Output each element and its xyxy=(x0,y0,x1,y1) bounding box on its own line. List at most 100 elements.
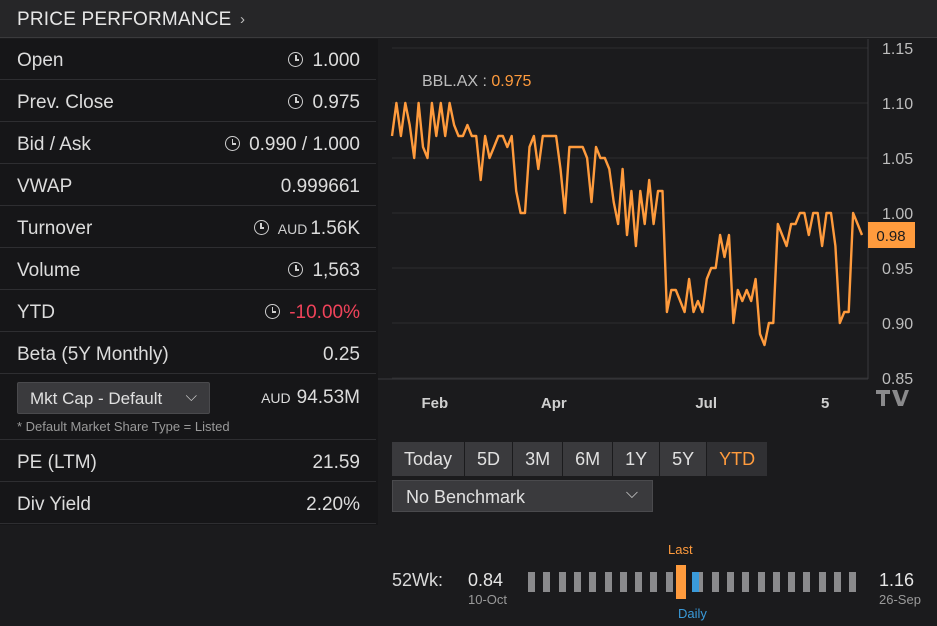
range-segment xyxy=(558,572,566,592)
stat-number: 1,563 xyxy=(312,260,360,281)
stat-row: Beta (5Y Monthly) 0.25 xyxy=(0,333,376,374)
chevron-down-icon: ⌵ xyxy=(625,485,638,502)
clock-icon[interactable] xyxy=(253,220,269,235)
y-tick-label: 1.15 xyxy=(882,41,913,58)
range-segment xyxy=(711,572,719,592)
stat-label: VWAP xyxy=(17,176,73,197)
stat-value: 0.25 xyxy=(323,344,360,366)
daily-label: Daily xyxy=(678,606,707,621)
stat-row: Div Yield 2.20% xyxy=(0,483,376,524)
range-segment xyxy=(573,572,581,592)
y-tick-label: 0.85 xyxy=(882,371,913,388)
market-cap-type-select[interactable]: Mkt Cap - Default ⌵ xyxy=(17,382,210,414)
stat-number: 0.975 xyxy=(312,92,360,113)
stat-row: Turnover AUD 1.56K xyxy=(0,207,376,248)
legend-separator: : xyxy=(478,73,491,90)
stat-row: VWAP 0.999661 xyxy=(0,165,376,206)
benchmark-label: No Benchmark xyxy=(406,487,526,507)
x-tick-label: 5 xyxy=(821,395,829,412)
stat-value: 0.990 / 1.000 xyxy=(225,134,360,156)
tab-5y[interactable]: 5Y xyxy=(660,442,708,476)
market-cap-row: Mkt Cap - Default ⌵ AUD 94.53M * Default … xyxy=(0,378,376,440)
tab-5d[interactable]: 5D xyxy=(465,442,514,476)
stat-label: Volume xyxy=(17,260,81,281)
stat-label: Beta (5Y Monthly) xyxy=(17,344,169,365)
chart-panel: 1.15 1.10 1.05 1.00 0.95 0.90 0.85 Feb Apr Jul 5 BB… xyxy=(378,39,937,626)
tab-1y[interactable]: 1Y xyxy=(613,442,661,476)
last-label: Last xyxy=(668,542,693,557)
section-header[interactable]: PRICE PERFORMANCE › xyxy=(0,0,937,38)
tab-3m[interactable]: 3M xyxy=(513,442,564,476)
y-tick-label: 0.90 xyxy=(882,316,913,333)
clock-icon[interactable] xyxy=(265,304,281,319)
range-segment xyxy=(635,572,643,592)
stat-label: Turnover xyxy=(17,218,93,239)
stat-number: 1.000 xyxy=(312,50,360,71)
current-price-label: 0.98 xyxy=(876,228,905,245)
y-tick-label: 1.10 xyxy=(882,96,913,113)
y-tick-label: 1.00 xyxy=(882,206,913,223)
current-price-tag xyxy=(868,222,915,248)
y-tick-label: 0.95 xyxy=(882,261,913,278)
range-segment xyxy=(543,572,551,592)
market-cap-value: AUD 94.53M xyxy=(261,387,360,409)
benchmark-select[interactable]: No Benchmark ⌵ xyxy=(392,480,653,512)
price-line xyxy=(390,101,864,347)
clock-icon[interactable] xyxy=(288,94,304,109)
range-segment xyxy=(528,572,535,592)
stat-row: Volume 1,563 xyxy=(0,249,376,290)
chart-legend: BBL.AX : 0.975 xyxy=(422,73,532,90)
tab-ytd[interactable]: YTD xyxy=(707,442,769,476)
stat-label: Prev. Close xyxy=(17,92,114,113)
stat-currency: AUD xyxy=(277,221,308,237)
x-tick-label: Feb xyxy=(422,395,449,412)
tab-today[interactable]: Today xyxy=(392,442,466,476)
stat-label: Bid / Ask xyxy=(17,134,91,155)
range-segment xyxy=(757,572,765,592)
stat-number: 0.990 / 1.000 xyxy=(249,134,360,155)
range-segment xyxy=(742,572,750,592)
stat-number: 1.56K xyxy=(310,218,360,239)
week52-range-bar xyxy=(528,565,864,599)
stat-label: Open xyxy=(17,50,64,71)
stat-label: Div Yield xyxy=(17,494,91,515)
market-cap-note: * Default Market Share Type = Listed xyxy=(17,419,230,434)
stat-value: 2.20% xyxy=(306,494,360,515)
stat-label: PE (LTM) xyxy=(17,452,97,473)
clock-icon[interactable] xyxy=(288,52,304,67)
range-segment xyxy=(589,572,597,592)
range-segment xyxy=(788,572,796,592)
section-title: PRICE PERFORMANCE xyxy=(17,9,232,30)
market-cap-amount: 94.53M xyxy=(296,387,360,408)
stat-value: 1.000 xyxy=(288,50,360,72)
tab-6m[interactable]: 6M xyxy=(563,442,614,476)
clock-icon[interactable] xyxy=(225,136,241,151)
last-price-marker xyxy=(676,565,686,599)
stat-label: YTD xyxy=(17,302,55,323)
x-tick-label: Jul xyxy=(695,395,717,412)
stat-number: 0.999661 xyxy=(280,176,360,197)
stat-row: PE (LTM) 21.59 xyxy=(0,441,376,482)
market-cap-currency: AUD xyxy=(261,390,291,406)
range-segment xyxy=(818,572,826,592)
stat-value: 21.59 xyxy=(312,452,360,473)
price-chart[interactable]: 1.15 1.10 1.05 1.00 0.95 0.90 0.85 Feb Apr Jul 5 BB… xyxy=(378,39,937,439)
stat-value: AUD 1.56K xyxy=(253,218,360,240)
period-tabs: Today 5D 3M 6M 1Y 5Y YTD xyxy=(392,442,769,476)
week52-range: 52Wk: 0.84 10-Oct Last Daily 1.16 26-Sep xyxy=(392,540,937,626)
week52-label: 52Wk: xyxy=(392,570,444,590)
stat-value: 0.999661 xyxy=(281,176,360,198)
chevron-right-icon[interactable]: › xyxy=(240,11,245,28)
stat-number: -10.00% xyxy=(289,302,360,323)
clock-icon[interactable] xyxy=(288,262,304,277)
range-segment xyxy=(650,572,658,592)
range-segment xyxy=(803,572,811,592)
stat-row: Prev. Close 0.975 xyxy=(0,81,376,122)
range-segment xyxy=(849,572,857,592)
daily-marker xyxy=(692,572,699,592)
stat-value: -10.00% xyxy=(265,302,360,324)
stat-row: Open 1.000 xyxy=(0,39,376,80)
y-tick-label: 1.05 xyxy=(882,151,913,168)
week52-high: 1.16 xyxy=(879,570,915,590)
legend-value: 0.975 xyxy=(491,73,531,90)
